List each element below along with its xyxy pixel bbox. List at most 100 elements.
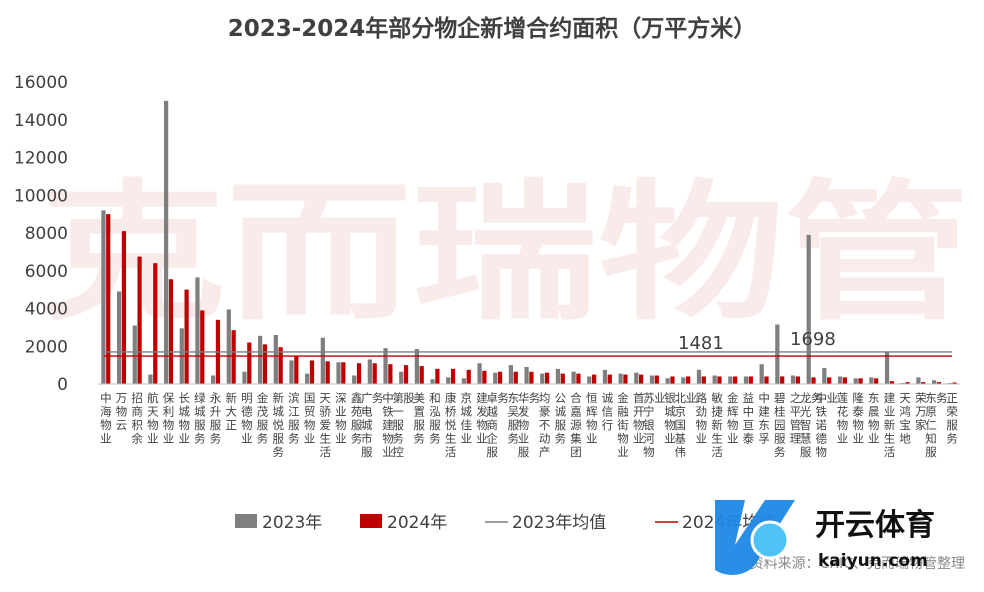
bar-2024 — [262, 344, 268, 384]
bar-2024 — [827, 377, 832, 384]
bar-2023 — [634, 372, 639, 384]
bar-2023 — [164, 100, 169, 385]
bar-2023 — [931, 380, 937, 384]
x-tick-label: 明德物业 — [241, 391, 253, 446]
mean-value-label: 1481 — [678, 333, 724, 354]
bar-2024 — [936, 382, 942, 384]
x-tick-label: 长城物业 — [178, 391, 190, 446]
x-tick-label: 隆泰物业 — [852, 391, 864, 446]
bar-2024 — [591, 374, 597, 384]
bar-2024 — [325, 361, 330, 384]
y-tick-label: 14000 — [14, 111, 68, 131]
bar-2023 — [869, 377, 874, 384]
bar-2023 — [853, 378, 858, 384]
bar-2023 — [195, 277, 200, 384]
x-tick-label: 康桥悦生活 — [445, 391, 457, 459]
x-tick-label: 恒辉物业 — [586, 391, 598, 446]
y-tick-label: 6000 — [25, 262, 68, 282]
x-tick-label: 公诚服务 — [555, 391, 567, 446]
bar-2023 — [148, 374, 153, 384]
bar-2024 — [482, 370, 487, 384]
x-tick-label: 新城悦服务 — [272, 391, 284, 459]
bar-2023 — [759, 364, 764, 384]
bar-2024 — [921, 382, 926, 384]
bar-2023 — [806, 234, 811, 384]
bar-2024 — [733, 376, 738, 384]
x-tick-label: 敏捷新生活 — [711, 391, 723, 459]
bar-2024 — [889, 381, 894, 384]
bar-2024 — [200, 310, 205, 384]
bar-2023 — [383, 348, 388, 384]
bar-2024 — [639, 374, 644, 384]
x-tick-label: 新大正 — [225, 391, 237, 432]
x-tick-label: 益中亘泰 — [743, 391, 755, 446]
bar-2023 — [289, 360, 294, 384]
bar-2024 — [388, 364, 393, 384]
bar-2024 — [341, 362, 346, 384]
x-tick-label: 天鸿宝地 — [899, 391, 911, 446]
bar-2024 — [764, 376, 769, 384]
bar-2024 — [403, 365, 409, 385]
x-tick-label: 东原仁知服务 — [925, 391, 948, 459]
x-tick-label: 保利物业 — [163, 391, 175, 446]
bar-2023 — [132, 325, 137, 384]
x-tick-label: 航天物业 — [147, 391, 159, 446]
bar-2024 — [952, 382, 957, 384]
bar-2023 — [712, 375, 717, 384]
bar-2024 — [560, 373, 565, 384]
bar-2024 — [153, 263, 158, 384]
bar-2024 — [607, 374, 612, 384]
bar-2023 — [743, 376, 749, 384]
bar-2023 — [399, 371, 404, 384]
x-axis-labels: 中海物业万物云招商积余航天物业保利物业长城物业绿城服务永升服务新大正明德物业金茂… — [100, 391, 958, 459]
x-tick-label: 路劲物业 — [696, 391, 708, 446]
bar-2024 — [795, 376, 800, 384]
x-tick-label: 京城佳业 — [461, 391, 473, 446]
bar-2023 — [226, 309, 231, 384]
bar-2023 — [477, 363, 482, 384]
bar-2023 — [305, 373, 310, 384]
bar-2023 — [258, 335, 263, 384]
y-axis: 0 2000 4000 6000 8000 10000 12000 14000 16000 — [14, 73, 68, 395]
bar-2024 — [858, 378, 863, 384]
mean-lines: 1698 1481 — [104, 329, 952, 357]
legend: 2023年 2024年 2023年均值 2024年均值 — [235, 513, 776, 533]
bar-2024 — [842, 377, 847, 384]
overlay-logo: 开云体育 kaiyun.com — [715, 500, 935, 575]
bar-2023 — [211, 375, 216, 384]
bar-2024 — [529, 371, 534, 384]
bar-2024 — [372, 363, 377, 384]
x-tick-label: 苏宁银河物业 — [643, 391, 666, 459]
x-tick-label: 金融街物业 — [617, 391, 629, 459]
bar-2024 — [701, 376, 706, 384]
bar-2024 — [748, 376, 753, 384]
x-tick-label: 东晨物业 — [868, 391, 880, 446]
bar-2023 — [571, 371, 576, 384]
x-tick-label: 华发物业服务 — [518, 391, 541, 459]
bar-2024 — [654, 375, 659, 384]
bar-2024 — [497, 371, 503, 384]
bar-2024 — [576, 373, 581, 384]
bar-2023 — [884, 351, 890, 384]
logo-ball-icon — [750, 520, 790, 560]
x-tick-label: 中海物业 — [100, 391, 112, 446]
bar-2024 — [686, 376, 691, 384]
bar-2024 — [670, 376, 675, 384]
bar-2024 — [184, 289, 189, 385]
bar-2023 — [461, 378, 467, 384]
x-tick-label: 招商积余 — [131, 391, 143, 446]
bar-2024 — [811, 377, 816, 384]
bar-2023 — [790, 375, 796, 384]
bar-2024 — [623, 374, 628, 384]
x-tick-label: 北京国基伟业 — [674, 391, 697, 459]
bar-2023 — [649, 375, 655, 384]
y-tick-label: 16000 — [14, 73, 68, 93]
x-tick-label: 深业物业 — [335, 391, 347, 446]
x-tick-label: 永升服务 — [210, 391, 222, 446]
watermark: 克而瑞物管 — [40, 167, 970, 341]
x-tick-label: 万物云 — [116, 391, 128, 432]
bar-2023 — [555, 368, 561, 384]
bar-2023 — [414, 349, 419, 384]
bar-2023 — [728, 376, 733, 384]
bar-2023 — [446, 377, 451, 384]
